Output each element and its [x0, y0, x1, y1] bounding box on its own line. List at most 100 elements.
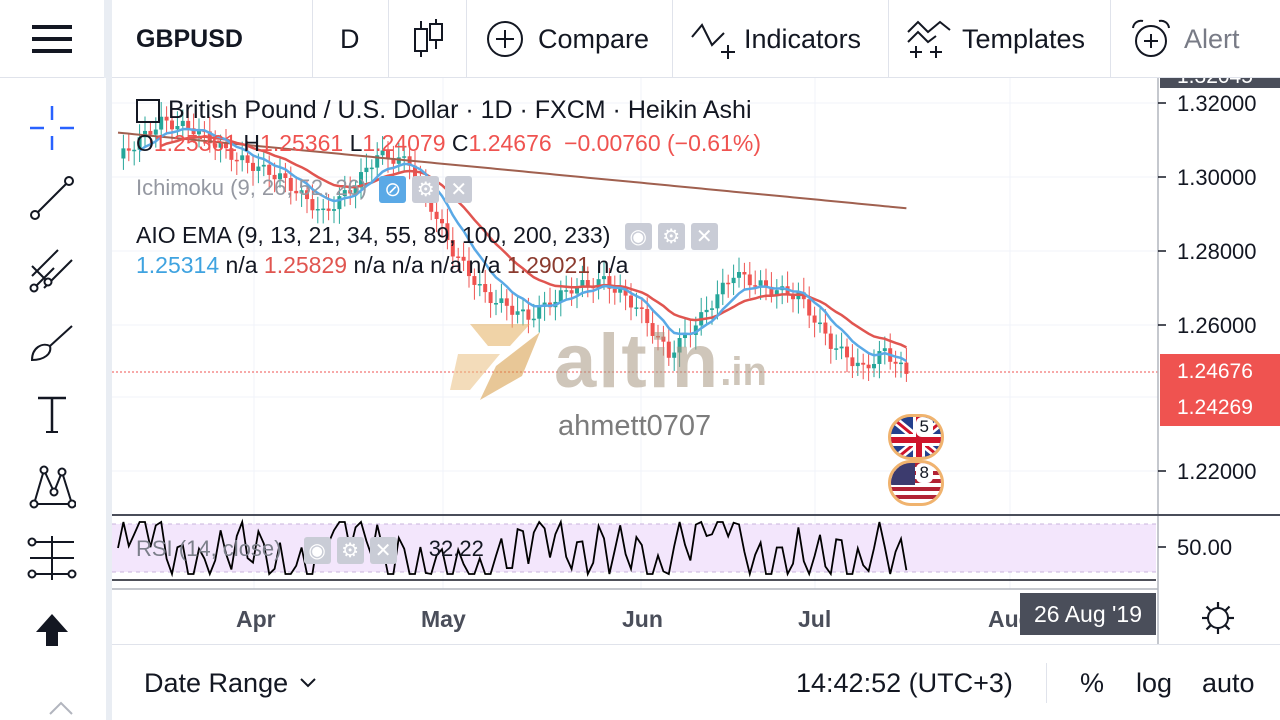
eye-icon[interactable]: ◉ — [303, 536, 331, 564]
pattern-tool[interactable] — [22, 456, 82, 516]
candle-body — [229, 148, 234, 160]
brush-tool[interactable] — [22, 314, 82, 374]
rsi-label: RSI (14, close) — [136, 536, 282, 561]
rsi-line — [117, 518, 908, 578]
candle-body — [494, 303, 498, 305]
chevron-up-icon[interactable] — [48, 698, 74, 718]
candle-body — [175, 126, 180, 130]
aio-ema-values: 1.25314 n/a 1.25829 n/a n/a n/a n/a 1.29… — [136, 252, 628, 279]
chart-title-legend[interactable]: British Pound / U.S. Dollar · 1D · FXCM … — [136, 96, 752, 125]
legend-collapse-icon[interactable] — [136, 99, 160, 124]
pattern-icon — [29, 465, 76, 509]
candle-body — [526, 309, 531, 320]
scroll-up-button[interactable] — [22, 600, 82, 660]
plus-circle-icon — [487, 21, 523, 57]
time-axis-settings-button[interactable] — [1198, 598, 1238, 638]
chart-style-button[interactable] — [412, 0, 444, 78]
log-toggle[interactable]: log — [1136, 667, 1173, 698]
crosshair-tool[interactable] — [22, 98, 82, 158]
candle-body — [180, 120, 185, 127]
ichimoku-label: Ichimoku (9, 26, 52, 26) — [136, 175, 368, 200]
candle-body — [267, 164, 272, 175]
hidden-eye-icon[interactable]: ⊘ — [379, 175, 407, 203]
us-event-marker[interactable]: 8 — [888, 460, 944, 506]
candle-body — [866, 364, 871, 369]
candle-body — [623, 288, 628, 296]
compare-button[interactable]: Compare — [486, 0, 649, 78]
templates-button[interactable]: Templates — [906, 0, 1085, 78]
candle-body — [391, 158, 396, 164]
ichimoku-legend[interactable]: Ichimoku (9, 26, 52, 26) ⊘ ⚙ ✕ — [136, 175, 478, 203]
candle-body — [164, 116, 169, 121]
candle-body — [531, 318, 536, 321]
time-label-apr: Apr — [236, 606, 276, 632]
interval-button[interactable]: D — [340, 0, 360, 78]
candle-body — [618, 288, 623, 293]
candle-body — [218, 143, 223, 148]
indicators-button[interactable]: Indicators — [690, 0, 861, 78]
candle-body — [704, 309, 709, 313]
percent-toggle[interactable]: % — [1080, 667, 1105, 698]
candle-body — [477, 284, 482, 286]
candle-body — [753, 285, 758, 287]
candle-body — [305, 190, 309, 200]
candle-body — [272, 174, 277, 180]
candle-body — [445, 223, 450, 241]
candle-body — [386, 150, 390, 159]
close-icon[interactable]: ✕ — [445, 175, 473, 203]
candle-body — [882, 348, 887, 352]
ohlc-open: 1.25361 — [153, 130, 238, 156]
aio-value-2: n/a — [225, 252, 258, 278]
close-icon[interactable]: ✕ — [369, 536, 397, 564]
candle-body — [364, 167, 369, 173]
candle-body — [256, 166, 261, 171]
candle-body — [299, 190, 304, 194]
date-range-button[interactable]: Date Range — [144, 645, 318, 720]
left-toolbar-border — [104, 0, 112, 720]
ohlc-high: 1.25361 — [260, 130, 344, 156]
candle-body — [510, 305, 515, 315]
pitchfork-icon — [29, 249, 73, 293]
templates-label: Templates — [962, 23, 1086, 54]
candle-body — [666, 341, 671, 358]
pitchfork-tool[interactable] — [22, 240, 82, 300]
symbol-search-button[interactable]: GBPUSD — [136, 0, 243, 78]
rsi-legend[interactable]: RSI (14, close) ◉ ⚙ ✕ 32.22 — [136, 536, 484, 564]
aio-ema-legend[interactable]: AIO EMA (9, 13, 21, 34, 55, 89, 100, 200… — [136, 222, 724, 251]
ohlc-legend: O1.25361 H1.25361 L1.24079 C1.24676 −0.0… — [136, 130, 761, 156]
close-icon[interactable]: ✕ — [690, 223, 718, 251]
eye-icon[interactable]: ◉ — [624, 223, 652, 251]
symbol-label: GBPUSD — [136, 24, 243, 53]
alert-button[interactable]: Alert — [1130, 0, 1240, 78]
candle-body — [440, 218, 444, 224]
candle-body — [472, 276, 477, 285]
settings-icon[interactable]: ⚙ — [412, 175, 440, 203]
settings-icon[interactable]: ⚙ — [657, 223, 685, 251]
candle-body — [758, 280, 763, 286]
settings-icon[interactable]: ⚙ — [336, 536, 364, 564]
trendline-tool[interactable] — [22, 168, 82, 228]
text-tool[interactable] — [22, 384, 82, 444]
candle-body — [720, 282, 725, 295]
measure-tool[interactable] — [22, 528, 82, 588]
clock-display[interactable]: 14:42:52 (UTC+3) — [796, 645, 1013, 720]
aio-ema-label: AIO EMA (9, 13, 21, 34, 55, 89, 100, 200… — [136, 222, 611, 248]
current-price-badge: 1.24676 — [1160, 354, 1280, 390]
candle-body — [434, 211, 439, 219]
ohlc-low: 1.24079 — [362, 130, 446, 156]
brush-icon — [30, 325, 73, 362]
candle-body — [310, 199, 315, 211]
menu-button[interactable] — [32, 0, 72, 78]
auto-toggle[interactable]: auto — [1202, 667, 1255, 698]
candle-body — [850, 357, 855, 367]
forecast-icon — [27, 536, 77, 580]
candle-body — [369, 167, 374, 170]
candle-body — [461, 256, 466, 261]
candle-body — [396, 157, 401, 164]
candle-body — [564, 290, 569, 292]
candle-body — [380, 150, 385, 156]
candle-body — [153, 129, 158, 135]
candle-body — [132, 149, 137, 152]
uk-event-marker[interactable]: 5 — [888, 414, 944, 460]
